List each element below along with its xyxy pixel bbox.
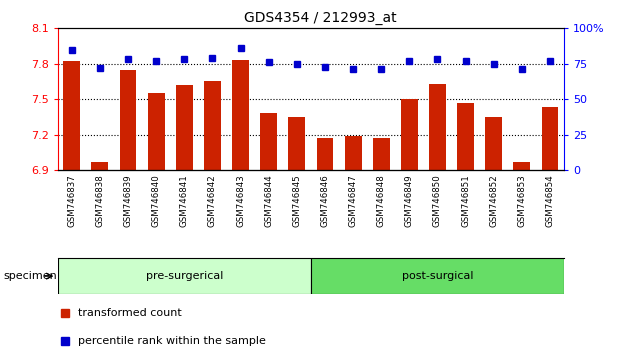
Bar [58,258,311,294]
Text: GSM746843: GSM746843 [236,174,245,227]
Bar [204,81,221,170]
Text: specimen: specimen [3,271,57,281]
Bar [345,136,362,170]
Text: pre-surgerical: pre-surgerical [146,271,223,281]
Text: GSM746845: GSM746845 [292,174,301,227]
Text: GSM746841: GSM746841 [179,174,189,227]
Text: GSM746853: GSM746853 [517,174,526,227]
Text: GSM746850: GSM746850 [433,174,442,227]
Text: transformed count: transformed count [78,308,181,318]
Text: post-surgical: post-surgical [402,271,473,281]
Bar [63,61,80,170]
Bar [513,162,530,170]
Text: GSM746846: GSM746846 [320,174,329,227]
Bar [120,70,137,170]
Bar [147,93,165,170]
Text: GSM746840: GSM746840 [152,174,161,227]
Text: GDS4354 / 212993_at: GDS4354 / 212993_at [244,11,397,25]
Bar [485,117,502,170]
Text: GSM746847: GSM746847 [349,174,358,227]
Text: GSM746854: GSM746854 [545,174,554,227]
Text: percentile rank within the sample: percentile rank within the sample [78,336,266,346]
Text: GSM746852: GSM746852 [489,174,498,227]
Bar [317,138,333,170]
Text: GSM746838: GSM746838 [96,174,104,227]
Bar [401,99,418,170]
Bar [311,258,564,294]
Bar [288,117,305,170]
Bar [92,162,108,170]
Text: GSM746851: GSM746851 [461,174,470,227]
Bar [457,103,474,170]
Bar [542,107,558,170]
Text: GSM746839: GSM746839 [124,174,133,227]
Bar [260,113,277,170]
Text: GSM746849: GSM746849 [405,174,414,227]
Text: GSM746842: GSM746842 [208,174,217,227]
Text: GSM746837: GSM746837 [67,174,76,227]
Text: GSM746848: GSM746848 [377,174,386,227]
Bar [232,60,249,170]
Bar [373,138,390,170]
Bar [176,85,193,170]
Text: GSM746844: GSM746844 [264,174,273,227]
Bar [429,84,446,170]
